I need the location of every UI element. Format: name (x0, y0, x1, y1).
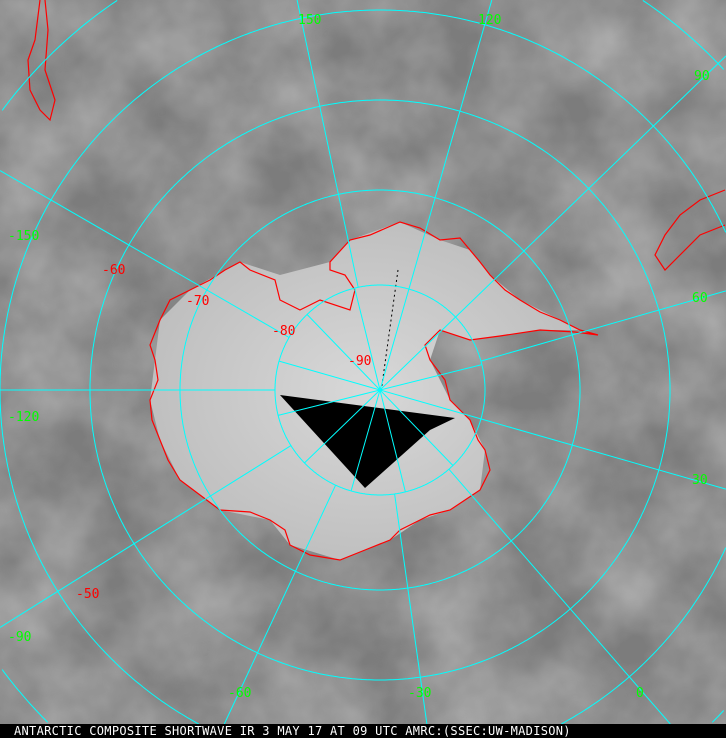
meridian-line (480, 290, 726, 362)
longitude-label: 60 (692, 291, 708, 306)
longitude-label: 0 (636, 686, 644, 701)
latitude-label: -50 (76, 587, 99, 602)
longitude-label: 90 (694, 69, 710, 84)
meridian-line (455, 55, 726, 318)
meridian-line (394, 493, 428, 724)
longitude-label: -30 (408, 686, 431, 701)
meridian-line (379, 288, 410, 391)
latitude-label: -90 (348, 354, 371, 369)
meridian-line (306, 314, 381, 391)
meridian-line (278, 360, 381, 391)
longitude-label: -120 (8, 410, 39, 425)
longitude-label: -60 (228, 686, 251, 701)
latitude-label: -80 (272, 324, 295, 339)
latitude-label: -70 (186, 294, 209, 309)
longitude-label: -150 (8, 229, 39, 244)
meridian-line (223, 484, 337, 724)
meridian-line (277, 389, 381, 416)
longitude-label: 150 (298, 13, 321, 28)
meridian-line (354, 287, 381, 391)
antarctica-ice (150, 222, 580, 560)
latitude-circle (1, 0, 725, 723)
meridian-line (304, 389, 381, 464)
longitude-label: 30 (692, 473, 708, 488)
meridian-line (0, 170, 290, 338)
meridian-line (480, 418, 726, 490)
dotted-line (380, 269, 399, 393)
latitude-circle (0, 9, 726, 724)
meridian-line (379, 364, 483, 391)
meridian-line (379, 316, 456, 391)
graticule-labels: 150 120 90 60 30 0 -30 -60 -90 -120 -150 -90 -80 -70 -… (8, 13, 710, 701)
meridian-line (0, 445, 292, 628)
meridian-line (379, 389, 482, 420)
image-caption: ANTARCTIC COMPOSITE SHORTWAVE IR 3 MAY 1… (0, 724, 726, 738)
antarctica-coastline (149, 221, 599, 561)
longitude-label: -90 (8, 630, 31, 645)
meridian-line (350, 389, 381, 492)
missing-data-wedge (280, 395, 455, 488)
meridian-line (379, 389, 406, 493)
meridian-line (296, 0, 359, 288)
meridian-line (379, 389, 454, 466)
south-america-coastline (654, 189, 726, 271)
new-zealand-coastline (27, 0, 56, 122)
latitude-label: -60 (102, 263, 125, 278)
longitude-label: 120 (478, 13, 501, 28)
meridian-line (448, 468, 671, 724)
meridian-line (408, 0, 493, 290)
